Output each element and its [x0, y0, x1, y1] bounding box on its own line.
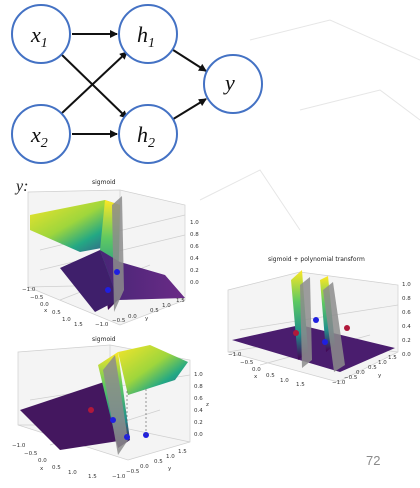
edge-h2-y — [170, 99, 206, 121]
z-tick: 0.0 — [190, 280, 199, 286]
x-tick: 0.5 — [52, 465, 61, 471]
z-tick: 0.6 — [190, 244, 199, 250]
svg-text:y: y — [223, 70, 235, 95]
node-x2: x2 — [12, 105, 70, 163]
z-tick: 0.2 — [190, 268, 199, 274]
data-point-blue — [105, 287, 111, 293]
edge-h1-y — [170, 48, 206, 71]
plot-bottom-left — [18, 345, 190, 460]
background-decoration — [200, 20, 420, 230]
plot-title-right: sigmoid + polynomial transform — [268, 256, 365, 263]
data-point-blue — [313, 317, 319, 323]
y-tick: 0.0 — [356, 370, 365, 376]
node-h1: h1 — [119, 5, 177, 63]
y-label: y — [168, 466, 171, 472]
z-tick: 0.8 — [190, 232, 199, 238]
x-tick: 1.5 — [88, 474, 97, 480]
z-tick: 1.0 — [194, 372, 203, 378]
page-number: 72 — [366, 453, 380, 468]
y-tick: 0.5 — [154, 459, 163, 465]
x-tick: −0.5 — [30, 295, 43, 301]
z-tick: 0.8 — [194, 384, 203, 390]
x-tick: 1.0 — [62, 317, 71, 323]
decision-plane — [300, 277, 312, 368]
z-tick: 0.6 — [402, 310, 411, 316]
data-point-blue — [110, 417, 116, 423]
x-tick: 0.0 — [38, 458, 47, 464]
data-point-blue — [114, 269, 120, 275]
x-tick: 0.5 — [266, 373, 275, 379]
z-tick: 0.2 — [402, 338, 411, 344]
y-tick: 1.0 — [166, 454, 175, 460]
y-tick: 1.5 — [388, 355, 397, 361]
node-x1: x1 — [12, 5, 70, 63]
z-tick: 0.2 — [194, 420, 203, 426]
edge-x2-h1 — [62, 52, 127, 113]
z-tick: 1.0 — [402, 282, 411, 288]
y-tick: 0.5 — [368, 365, 377, 371]
y-label: y — [378, 373, 381, 379]
x-tick: 0.5 — [52, 310, 61, 316]
x-tick: −1.0 — [12, 443, 25, 449]
node-h2: h2 — [119, 105, 177, 163]
x-tick: −0.5 — [240, 360, 253, 366]
x-label: x — [40, 466, 43, 472]
y-tick: −0.5 — [112, 318, 125, 324]
y-tick: 1.5 — [178, 449, 187, 455]
z-tick: 0.4 — [190, 256, 199, 262]
network-diagram: x1 x2 h1 h2 y — [12, 5, 262, 163]
z-tick: 0.0 — [194, 432, 203, 438]
node-y: y — [204, 55, 262, 113]
y-tick: −0.5 — [126, 469, 139, 475]
data-point-red — [344, 325, 350, 331]
z-tick: 0.0 — [402, 352, 411, 358]
x-label: x — [44, 308, 47, 314]
plot-title-bottom-left: sigmoid — [92, 336, 116, 343]
data-point-blue — [322, 339, 328, 345]
y-tick: 0.5 — [150, 308, 159, 314]
x-tick: 1.0 — [280, 378, 289, 384]
y-label: y — [145, 316, 148, 322]
z-tick: 1.0 — [190, 220, 199, 226]
edge-x1-h2 — [62, 55, 127, 118]
z-tick: 0.8 — [402, 296, 411, 302]
section-label: y: — [16, 178, 28, 196]
z-tick: 0.4 — [194, 408, 203, 414]
x-tick: 1.0 — [68, 470, 77, 476]
y-tick: 1.0 — [378, 360, 387, 366]
x-tick: 0.0 — [252, 367, 261, 373]
data-point-red — [293, 330, 299, 336]
data-point-red — [88, 407, 94, 413]
y-tick: 0.0 — [140, 464, 149, 470]
z-label: z — [206, 402, 209, 408]
x-tick: −1.0 — [228, 352, 241, 358]
z-tick: 0.6 — [194, 396, 203, 402]
y-tick: 0.0 — [128, 314, 137, 320]
y-tick: −1.0 — [112, 474, 125, 480]
x-label: x — [254, 374, 257, 380]
x-tick: −0.5 — [24, 451, 37, 457]
y-tick: 1.5 — [176, 298, 185, 304]
y-tick: 1.0 — [162, 303, 171, 309]
plot-title-top-left: sigmoid — [92, 179, 116, 186]
x-tick: 1.5 — [74, 322, 83, 328]
z-tick: 0.4 — [402, 324, 411, 330]
x-tick: 1.5 — [296, 382, 305, 388]
x-tick: −1.0 — [22, 287, 35, 293]
y-tick: −1.0 — [95, 322, 108, 328]
